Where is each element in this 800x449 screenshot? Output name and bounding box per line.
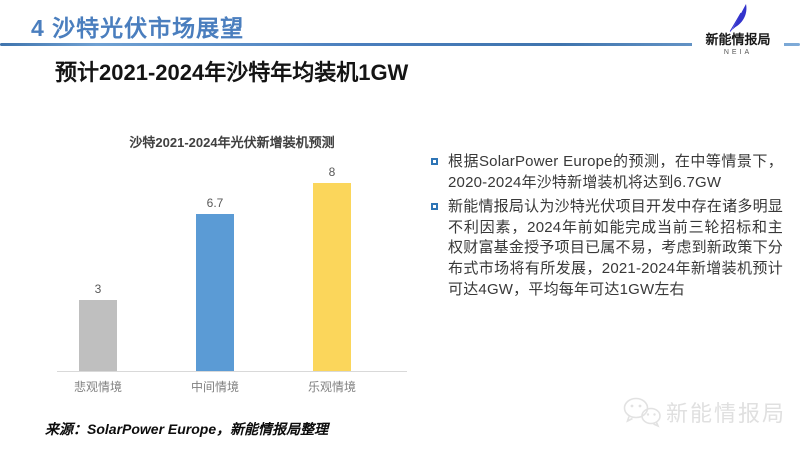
- brand-acronym: NEIA: [723, 49, 753, 56]
- source-note: 来源：SolarPower Europe，新能情报局整理: [45, 421, 329, 437]
- bar-悲观情境: [79, 300, 117, 371]
- bar-value-label: 8: [328, 165, 336, 179]
- bullet-text: 新能情报局认为沙特光伏项目开发中存在诸多明显不利因素，2024年前如能完成当前三…: [448, 198, 783, 298]
- x-axis-tick-label: 中间情境: [190, 380, 239, 394]
- watermark-text: 新能情报局: [665, 401, 786, 426]
- chart-title: 沙特2021-2024年光伏新增装机预测: [129, 135, 335, 150]
- bar-group: 8: [313, 165, 351, 371]
- bar-中间情境: [196, 214, 234, 371]
- brand-logo: 新能情报局 NEIA: [692, 0, 784, 60]
- page-header: 4 沙特光伏市场展望: [31, 15, 245, 41]
- watermark: 新能情报局: [622, 396, 786, 428]
- brand-name: 新能情报局: [705, 32, 771, 47]
- bar-value-label: 3: [94, 282, 102, 296]
- slide-title: 预计2021-2024年沙特年均装机1GW: [55, 60, 409, 85]
- bullet-list: 根据SolarPower Europe的预测，在中等情景下，2020-2024年…: [431, 152, 783, 304]
- quill-feather-icon: [729, 4, 747, 32]
- bar-group: 3: [79, 282, 117, 371]
- square-bullet-icon: [431, 158, 438, 165]
- bullet-text: 根据SolarPower Europe的预测，在中等情景下，2020-2024年…: [448, 153, 783, 191]
- header-divider: [0, 43, 800, 46]
- x-axis-tick-label: 乐观情境: [307, 380, 356, 394]
- wechat-icon: [623, 397, 661, 428]
- square-bullet-icon: [431, 203, 438, 211]
- bar-value-label: 6.7: [206, 196, 224, 210]
- x-axis-tick-label: 悲观情境: [73, 380, 122, 394]
- list-item: 新能情报局认为沙特光伏项目开发中存在诸多明显不利因素，2024年前如能完成当前三…: [431, 197, 783, 300]
- bar-乐观情境: [313, 183, 351, 371]
- chart-plot-area: 3 6.7 8: [57, 155, 407, 371]
- list-item: 根据SolarPower Europe的预测，在中等情景下，2020-2024年…: [431, 152, 783, 193]
- bar-chart: 沙特2021-2024年光伏新增装机预测 3 6.7 8 悲观情境 中间情境 乐观情境: [57, 125, 407, 410]
- x-axis-line: [57, 371, 407, 372]
- bar-group: 6.7: [196, 196, 234, 371]
